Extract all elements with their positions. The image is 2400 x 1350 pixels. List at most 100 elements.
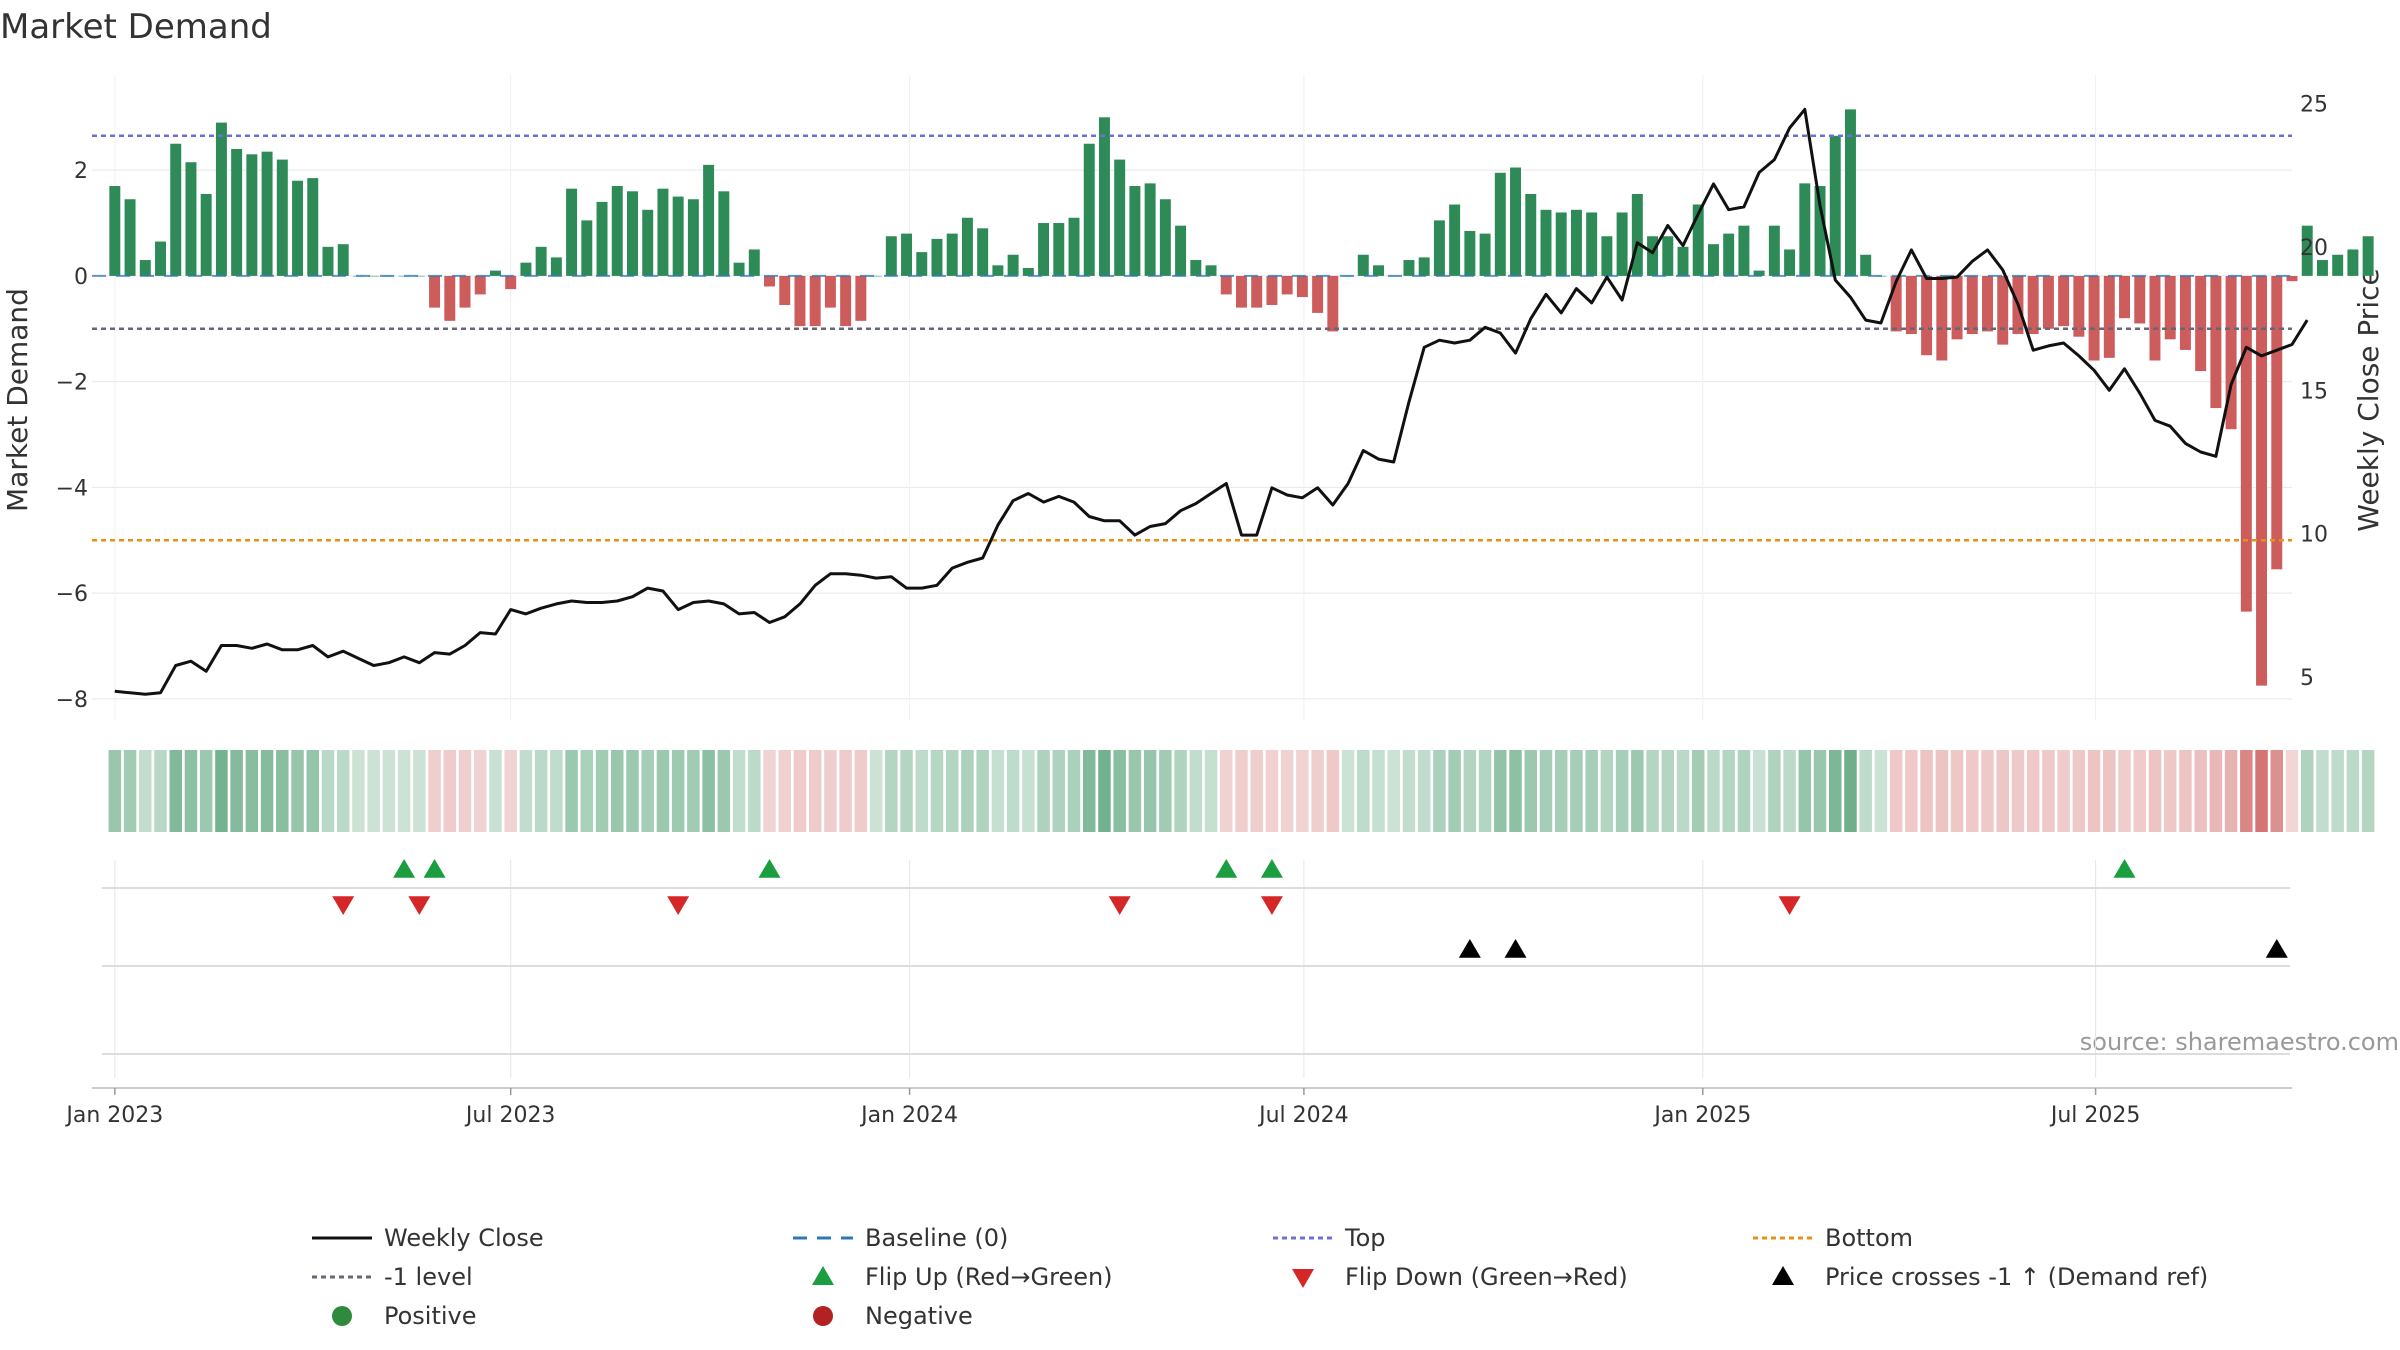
x-tick-label: Jan 2023 xyxy=(64,1103,163,1128)
demand-bar xyxy=(748,249,760,276)
regime-cell xyxy=(1326,750,1340,832)
regime-cell xyxy=(671,750,685,832)
regime-cell xyxy=(1417,750,1431,832)
regime-cell xyxy=(2118,750,2131,832)
regime-cell xyxy=(2240,750,2253,832)
regime-cell xyxy=(489,750,502,832)
legend-label: Flip Up (Red→Green) xyxy=(865,1263,1113,1291)
regime-cell xyxy=(1950,750,1964,832)
demand-bar xyxy=(535,246,547,276)
regime-cell xyxy=(580,750,594,832)
regime-cell xyxy=(793,750,807,832)
demand-bars xyxy=(109,109,2374,686)
demand-bar xyxy=(2088,275,2100,361)
demand-bar xyxy=(2271,275,2283,570)
regime-cell xyxy=(763,750,776,832)
regime-cell xyxy=(2270,750,2284,832)
regime-cell xyxy=(1509,750,1522,832)
demand-bar xyxy=(200,193,212,276)
regime-cell xyxy=(1981,750,1994,832)
demand-bar xyxy=(901,233,913,276)
right-tick-label: 5 xyxy=(2300,666,2314,691)
demand-bar xyxy=(1647,236,1659,276)
regime-cell xyxy=(1402,750,1416,832)
demand-bar xyxy=(1997,275,2009,345)
regime-cell xyxy=(291,750,304,832)
regime-cell xyxy=(1433,750,1446,832)
regime-cell xyxy=(1783,750,1796,832)
flip-up-marker xyxy=(1215,859,1238,878)
flip-down-marker xyxy=(332,896,355,915)
regime-cell xyxy=(534,750,548,832)
regime-cell xyxy=(2133,750,2146,832)
regime-cell xyxy=(1341,750,1355,832)
legend-label: Flip Down (Green→Red) xyxy=(1345,1263,1628,1291)
regime-cell xyxy=(245,750,259,832)
regime-cell xyxy=(1204,750,1218,832)
regime-cell xyxy=(1189,750,1203,832)
regime-cell xyxy=(184,750,198,832)
regime-cell xyxy=(2148,750,2162,832)
demand-bar xyxy=(1281,275,1293,295)
demand-bar xyxy=(642,209,654,276)
demand-bar xyxy=(520,262,532,276)
demand-bar xyxy=(444,275,456,321)
demand-bar xyxy=(2225,275,2237,430)
demand-bar xyxy=(1220,275,1232,295)
demand-bar xyxy=(687,199,699,276)
demand-bar xyxy=(1038,223,1050,276)
demand-bar xyxy=(261,151,273,276)
demand-bar xyxy=(1312,275,1324,313)
regime-cell xyxy=(1600,750,1614,832)
demand-bar xyxy=(703,164,715,276)
demand-bar xyxy=(413,275,425,277)
demand-bar xyxy=(155,241,166,276)
regime-cell xyxy=(2209,750,2223,832)
regime-cell xyxy=(900,750,913,832)
demand-bar xyxy=(368,275,380,277)
regime-cell xyxy=(1128,750,1142,832)
demand-bar xyxy=(2103,275,2115,358)
regime-cell xyxy=(1859,750,1872,832)
demand-bar xyxy=(855,275,867,321)
regime-cell xyxy=(1874,750,1888,832)
demand-bar xyxy=(1449,204,1461,276)
regime-cell xyxy=(1676,750,1690,832)
demand-bar xyxy=(185,162,197,276)
demand-bar xyxy=(1570,209,1582,276)
regime-cell xyxy=(413,750,426,832)
demand-bar xyxy=(1190,260,1202,276)
demand-bar xyxy=(2347,249,2359,276)
demand-bar xyxy=(2058,275,2070,327)
flip-down-marker xyxy=(1108,896,1131,915)
regime-cell xyxy=(1265,750,1279,832)
legend-label: Bottom xyxy=(1825,1224,1913,1252)
demand-bar xyxy=(2073,275,2085,337)
regime-cell xyxy=(991,750,1005,832)
demand-bar xyxy=(1677,246,1689,276)
demand-bar xyxy=(1951,275,1963,340)
demand-bar xyxy=(1525,193,1537,276)
demand-bar xyxy=(1631,193,1643,276)
regime-cell xyxy=(595,750,609,832)
demand-bar xyxy=(672,196,684,276)
regime-cell xyxy=(2285,750,2299,832)
regime-cell xyxy=(2224,750,2238,832)
regime-cell xyxy=(1174,750,1187,832)
x-tick-label: Jul 2023 xyxy=(464,1103,556,1128)
regime-cell xyxy=(1478,750,1492,832)
demand-bar xyxy=(1251,275,1263,308)
demand-bar xyxy=(1586,212,1598,276)
regime-cell xyxy=(215,750,228,832)
regime-cell xyxy=(1494,750,1507,832)
demand-bar xyxy=(1494,172,1506,276)
regime-cell xyxy=(154,750,167,832)
demand-bar xyxy=(1905,275,1917,335)
regime-cell xyxy=(2361,750,2375,832)
demand-bar xyxy=(459,275,471,308)
demand-bar xyxy=(1753,270,1765,276)
regime-cell xyxy=(276,750,289,832)
demand-bar xyxy=(1175,225,1187,276)
demand-bar xyxy=(292,180,304,276)
demand-bar xyxy=(870,275,882,277)
